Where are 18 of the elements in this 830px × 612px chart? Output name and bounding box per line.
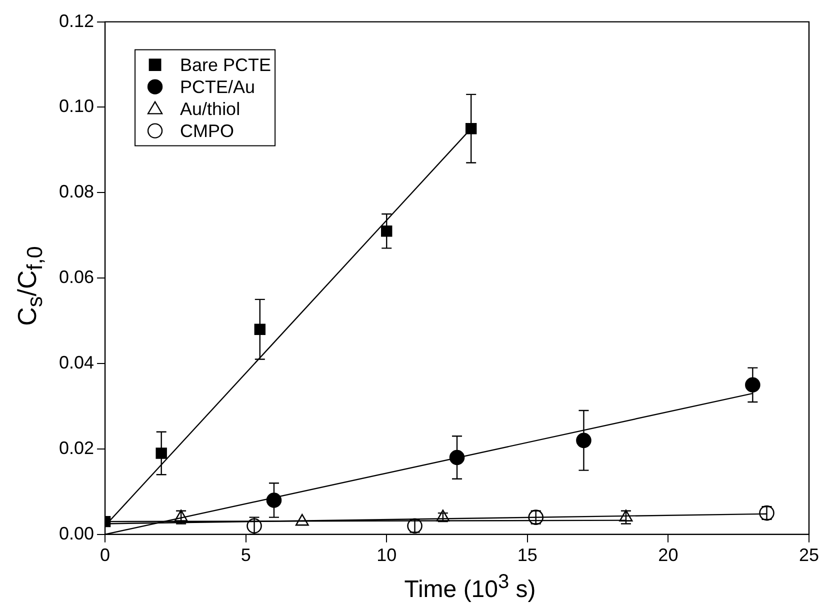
y-tick-label: 0.10 [58,96,94,116]
x-tick-label: 5 [240,545,251,566]
legend-label: CMPO [180,120,234,141]
x-tick-label: 15 [517,545,538,566]
legend-label: Bare PCTE [180,54,272,75]
y-tick-label: 0.04 [58,352,94,372]
y-tick-label: 0.02 [58,438,94,458]
y-tick-label: 0.00 [58,523,94,544]
x-axis-title: Time (10$^{3}$ s) [403,571,537,604]
legend-label: Au/thiol [180,98,240,119]
x-tick-label: 10 [376,545,397,566]
x-tick-label: 0 [100,545,110,566]
legend-label: PCTE/Au [180,76,256,97]
x-tick-label: 25 [798,545,820,566]
y-tick-label: 0.08 [58,182,94,202]
y-tick-label: 0.12 [58,10,94,31]
y-tick-label: 0.06 [58,267,94,288]
x-tick-label: 20 [658,545,678,566]
